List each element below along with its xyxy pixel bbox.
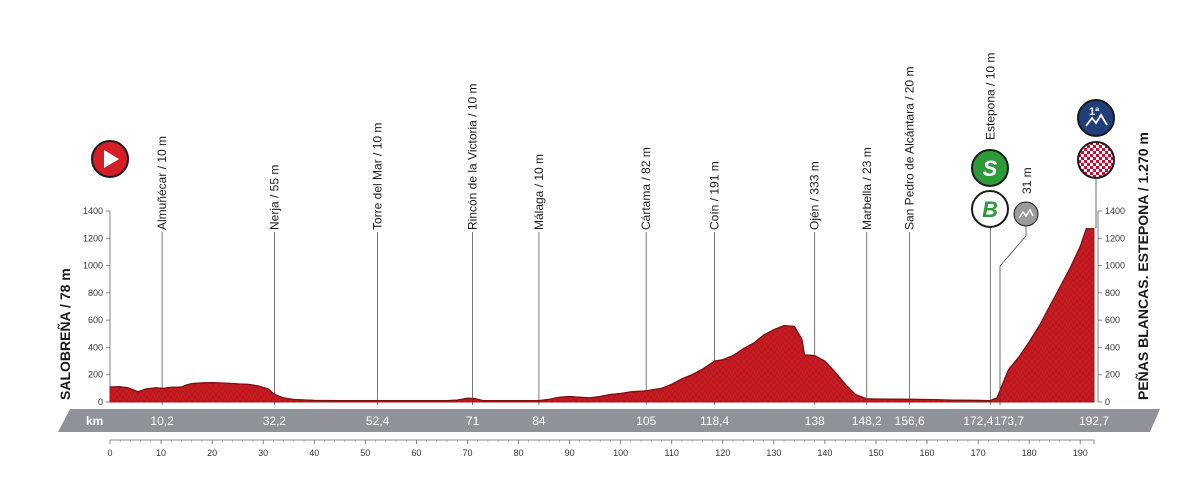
svg-text:S: S (983, 156, 998, 181)
waypoint-name: Torre del Mar / 10 m (371, 123, 385, 230)
waypoint-km-label: 156,6 (895, 414, 925, 428)
right-y-tick-label: 600 (1105, 315, 1120, 325)
svg-text:B: B (982, 197, 998, 222)
waypoint-name: Nerja / 55 m (267, 165, 281, 230)
x-tick-label: 0 (107, 448, 112, 458)
waypoint-name: Coín / 191 m (708, 161, 722, 230)
left-y-tick-label: 400 (88, 342, 103, 352)
x-tick-label: 150 (868, 448, 883, 458)
category-1-climb-icon: 1ª (1077, 99, 1115, 137)
waypoint-name: Ojén / 333 m (808, 161, 822, 230)
left-y-tick-label: 600 (88, 315, 103, 325)
x-tick-label: 100 (613, 448, 628, 458)
right-y-tick-label: 1000 (1105, 261, 1125, 271)
waypoint-km-label: 52,4 (366, 414, 390, 428)
waypoint-km-label: 32,2 (263, 414, 287, 428)
left-altitude-axis: 0 200 400 600 800 1000 1200 1400 (83, 206, 111, 407)
km-label: km (86, 414, 103, 428)
left-y-tick-label: 1400 (83, 206, 103, 216)
x-tick-label: 140 (817, 448, 832, 458)
distance-band: km (58, 409, 1160, 432)
x-tick-label: 180 (1022, 448, 1037, 458)
x-tick-label: 120 (715, 448, 730, 458)
elevation-profile-line (109, 228, 1094, 402)
x-tick-label: 40 (309, 448, 319, 458)
x-tick-label: 20 (207, 448, 217, 458)
x-tick-label: 10 (156, 448, 166, 458)
distance-axis: 0 10 20 30 40 50 60 70 80 90 100 110 120 130 140 150 160… (107, 439, 1095, 458)
bonus-b-icon: B (971, 190, 1009, 228)
left-y-tick-label: 0 (98, 397, 103, 407)
x-tick-label: 160 (920, 448, 935, 458)
waypoint-km-label: 10,2 (150, 414, 174, 428)
right-altitude-axis: 0 200 400 600 800 1000 1200 1400 (1097, 206, 1125, 407)
waypoint-name: Málaga / 10 m (532, 154, 546, 230)
svg-text:1ª: 1ª (1089, 106, 1100, 118)
sprint-s-icon: S (971, 149, 1009, 187)
waypoint-km-label: 138 (805, 414, 825, 428)
finish-label: PEÑAS BLANCAS. ESTEPONA / 1.270 m (1134, 132, 1151, 400)
waypoint-km-label: 172,4 (963, 414, 993, 428)
waypoint-names: Almuñécar / 10 m Nerja / 55 m Torre del Ma… (155, 53, 1034, 230)
right-y-tick-label: 200 (1105, 370, 1120, 380)
x-tick-label: 70 (462, 448, 472, 458)
start-play-icon (91, 140, 129, 178)
x-tick-label: 110 (665, 448, 679, 458)
left-y-tick-label: 200 (88, 370, 103, 380)
waypoint-name: Rincón de la Victoria / 10 m (466, 83, 480, 230)
x-tick-label: 190 (1073, 448, 1088, 458)
left-y-tick-label: 1000 (83, 261, 103, 271)
waypoint-km-label: 148,2 (852, 414, 882, 428)
waypoint-name: Estepona / 10 m (983, 53, 997, 140)
x-tick-label: 50 (360, 448, 370, 458)
right-y-tick-label: 1200 (1105, 233, 1125, 243)
elevation-profile-area (109, 228, 1095, 403)
x-tick-label: 170 (971, 448, 986, 458)
waypoint-name: 31 m (1020, 167, 1034, 194)
waypoint-km-labels: 10,2 32,2 52,4 71 84 105 118,4 138 148,2 156,6 172… (150, 414, 1109, 428)
waypoint-name: Almuñécar / 10 m (155, 136, 169, 230)
finish-checkered-icon (1077, 141, 1115, 179)
waypoint-km-label: 118,4 (700, 414, 729, 428)
waypoint-km-label: 84 (532, 414, 546, 428)
right-y-tick-label: 1400 (1105, 206, 1125, 216)
left-y-tick-label: 800 (88, 288, 103, 298)
x-tick-label: 60 (411, 448, 421, 458)
category-3-climb-icon (1013, 201, 1039, 227)
waypoint-km-label: 192,7 (1079, 414, 1109, 428)
right-y-tick-label: 800 (1105, 288, 1120, 298)
left-y-tick-label: 1200 (83, 233, 103, 243)
waypoint-name: Marbella / 23 m (860, 147, 874, 230)
x-tick-label: 80 (514, 448, 524, 458)
x-tick-label: 130 (766, 448, 781, 458)
waypoint-km-label: 105 (636, 414, 656, 428)
right-y-tick-label: 0 (1105, 397, 1110, 407)
waypoint-km-label: 71 (466, 414, 480, 428)
cat3-leader-line (999, 226, 1027, 405)
right-y-tick-label: 400 (1105, 342, 1120, 352)
start-label: SALOBREÑA / 78 m (56, 268, 73, 400)
x-tick-label: 30 (258, 448, 268, 458)
waypoint-name: Cártama / 82 m (639, 147, 653, 230)
waypoint-km-label: 173,7 (994, 414, 1024, 428)
x-tick-label: 90 (565, 448, 575, 458)
waypoint-name: San Pedro de Alcántara / 20 m (903, 67, 917, 230)
waypoint-lines (161, 228, 991, 405)
